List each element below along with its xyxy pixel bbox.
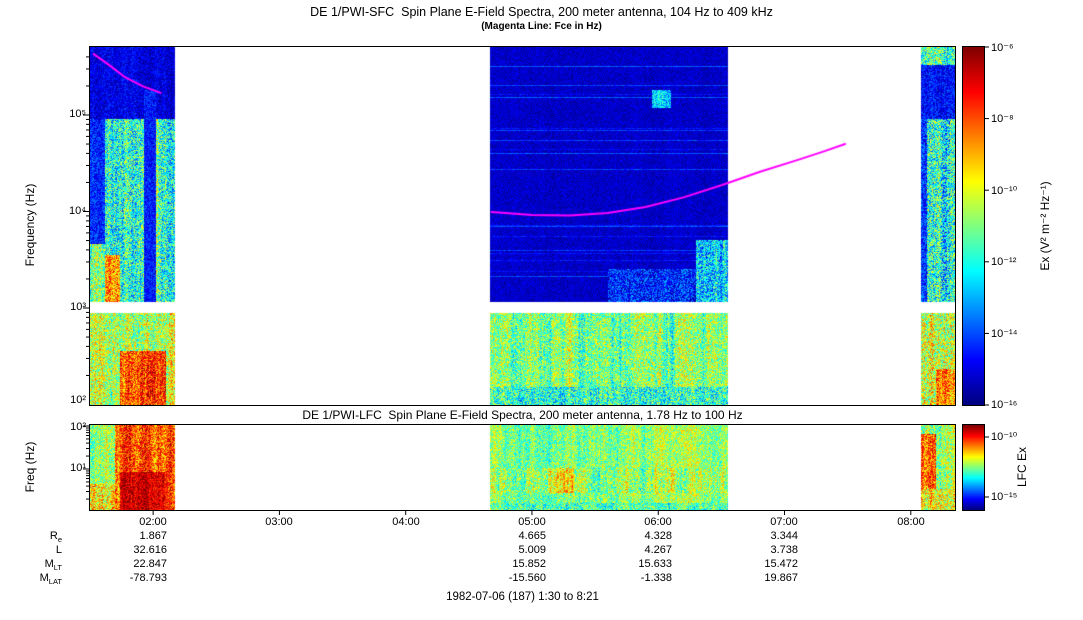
ephemeris-label-sub: e	[57, 535, 62, 545]
ephemeris-value: 15.852	[512, 558, 546, 570]
ephemeris-value: 15.633	[638, 558, 672, 570]
ephemeris-label-main: M	[39, 572, 49, 584]
ephemeris-row-mlat: MLAT -78.793 -15.560 -1.338 19.867	[0, 572, 1083, 586]
ephemeris-label-re: Re	[18, 530, 62, 544]
ephemeris-value: -1.338	[640, 572, 672, 584]
ephemeris-value: 5.009	[518, 544, 546, 556]
ephemeris-label-sub: LT	[53, 563, 62, 573]
xtick-0600: 06:00	[644, 516, 672, 528]
lfc-title: DE 1/PWI-LFC Spin Plane E-Field Spectra,…	[302, 408, 743, 422]
ephemeris-value: 4.267	[644, 544, 672, 556]
ephemeris-label-main: L	[55, 544, 62, 556]
ephemeris-row-mlt: MLT 22.847 15.852 15.633 15.472	[0, 558, 1083, 572]
xtick-0400: 04:00	[392, 516, 420, 528]
lfc-cbtick-0: 10⁻¹⁰	[991, 431, 1018, 443]
xtick-0200: 02:00	[139, 516, 167, 528]
ephemeris-label-mlt: MLT	[18, 558, 62, 572]
lfc-plot-area	[89, 424, 956, 511]
ephemeris-value: 3.738	[770, 544, 798, 556]
ephemeris-value: 4.665	[518, 530, 546, 542]
ephemeris-label-main: R	[49, 530, 58, 542]
sfc-cbtick-1: 10⁻⁸	[991, 113, 1014, 125]
sfc-cbtick-0: 10⁻⁶	[991, 42, 1014, 54]
xtick-0800: 08:00	[897, 516, 925, 528]
sfc-cbtick-2: 10⁻¹⁰	[991, 185, 1018, 197]
sfc-cbtick-3: 10⁻¹²	[991, 256, 1017, 268]
sfc-cbtick-4: 10⁻¹⁴	[991, 328, 1018, 340]
sfc-ytick-1e2: 10²	[70, 394, 86, 406]
ephemeris-value: 22.847	[133, 558, 167, 570]
ephemeris-value: 19.867	[764, 572, 798, 584]
ephemeris-row-l: L 32.616 5.009 4.267 3.738	[0, 544, 1083, 558]
sfc-colorbar-label: Ex (V² m⁻² Hz⁻¹)	[1038, 181, 1052, 271]
lfc-ytick-1e2: 10²	[70, 421, 86, 433]
xtick-0700: 07:00	[770, 516, 798, 528]
xtick-0500: 05:00	[518, 516, 546, 528]
ephemeris-label-sub: LAT	[48, 577, 62, 587]
lfc-y-axis-label: Freq (Hz)	[23, 441, 37, 493]
lfc-spectrogram	[90, 425, 955, 510]
sfc-colorbar	[962, 46, 985, 406]
sfc-spectrogram	[90, 47, 955, 405]
ephemeris-value: 15.472	[764, 558, 798, 570]
ephemeris-value: 32.616	[133, 544, 167, 556]
sfc-y-axis-label: Frequency (Hz)	[23, 183, 37, 267]
xtick-0300: 03:00	[265, 516, 293, 528]
ephemeris-label-l: L	[18, 544, 62, 558]
ephemeris-value: 3.344	[770, 530, 798, 542]
sfc-plot-area	[89, 46, 956, 406]
ephemeris-value: 1.867	[139, 530, 167, 542]
sfc-ytick-1e5: 10⁵	[69, 108, 86, 120]
lfc-colorbar-label: LFC Ex	[1015, 447, 1029, 488]
ephemeris-value: 4.328	[644, 530, 672, 542]
ephemeris-row-re: Re 1.867 4.665 4.328 3.344	[0, 530, 1083, 544]
sfc-subtitle: (Magenta Line: Fce in Hz)	[481, 21, 602, 32]
date-range-footer: 1982-07-06 (187) 1:30 to 8:21	[446, 591, 599, 603]
sfc-ytick-1e4: 10⁴	[69, 205, 86, 217]
ephemeris-label-mlat: MLAT	[18, 572, 62, 586]
lfc-colorbar	[962, 424, 985, 511]
lfc-cbtick-1: 10⁻¹⁵	[991, 491, 1018, 503]
ephemeris-value: -15.560	[508, 572, 546, 584]
ephemeris-value: -78.793	[129, 572, 167, 584]
sfc-title: DE 1/PWI-SFC Spin Plane E-Field Spectra,…	[310, 5, 773, 19]
sfc-cbtick-5: 10⁻¹⁶	[991, 399, 1018, 411]
sfc-colorbar-gradient	[963, 47, 984, 405]
ephemeris-label-main: M	[44, 558, 54, 570]
sfc-ytick-1e3: 10³	[70, 301, 86, 313]
lfc-ytick-1e1: 10¹	[70, 462, 86, 474]
lfc-colorbar-gradient	[963, 425, 984, 510]
